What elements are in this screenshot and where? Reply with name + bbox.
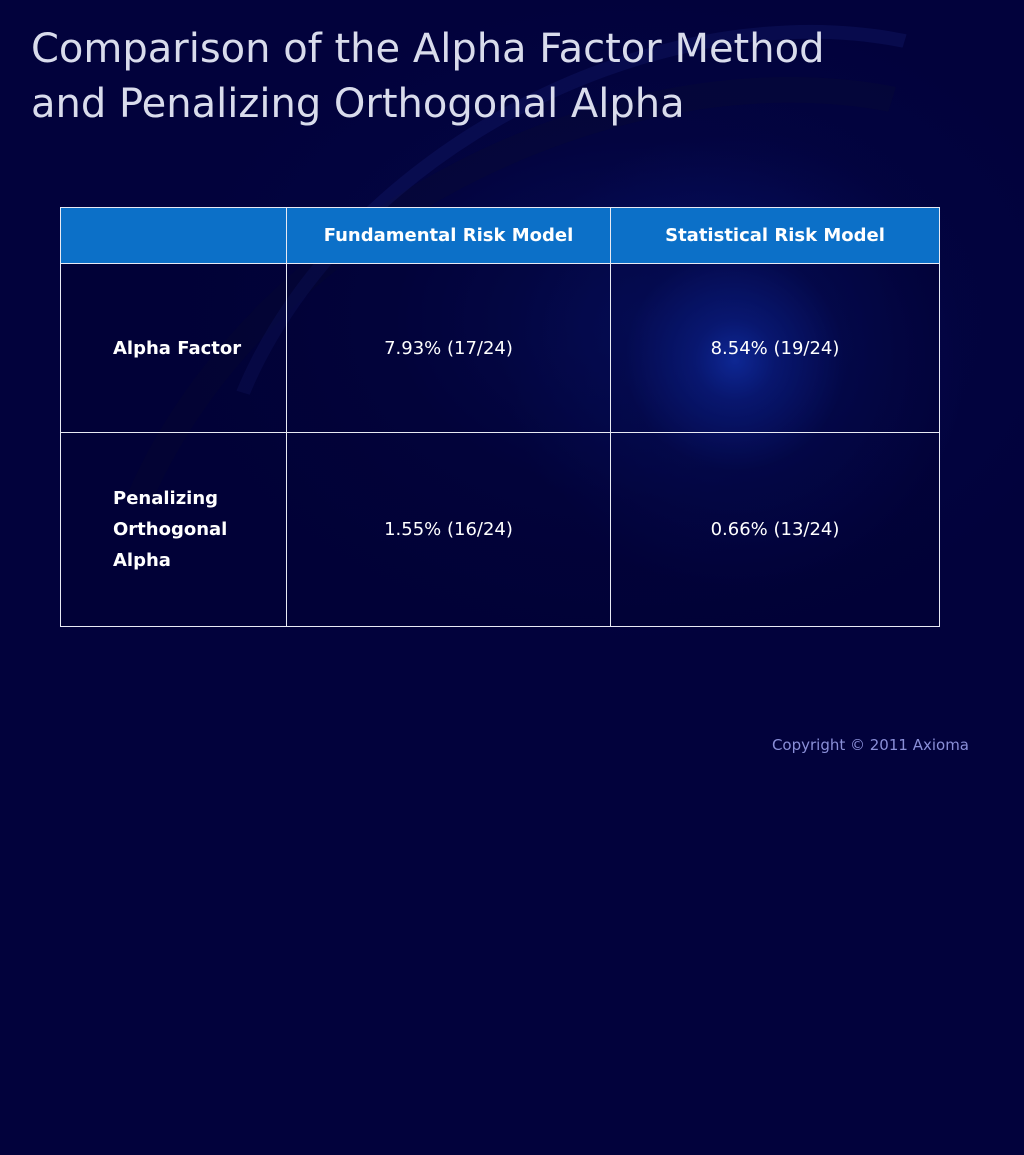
cell-alpha-factor-statistical: 8.54% (19/24) — [610, 263, 940, 433]
row-label-line-1: Penalizing — [113, 488, 219, 509]
table-row-alpha-factor: Alpha Factor 7.93% (17/24) 8.54% (19/24) — [60, 263, 940, 433]
header-cell-empty — [60, 207, 287, 264]
cell-penalizing-statistical: 0.66% (13/24) — [610, 432, 940, 627]
copyright-notice: Copyright © 2011 Axioma — [771, 736, 969, 754]
cell-alpha-factor-fundamental: 7.93% (17/24) — [286, 263, 611, 433]
header-cell-fundamental-risk-model: Fundamental Risk Model — [286, 207, 611, 264]
slide-title: Comparison of the Alpha Factor Method an… — [31, 22, 931, 132]
table-header-row: Fundamental Risk Model Statistical Risk … — [60, 207, 940, 264]
row-label-penalizing-orthogonal-alpha: Penalizing Orthogonal Alpha — [60, 432, 287, 627]
slide-title-line-2: and Penalizing Orthogonal Alpha — [31, 81, 685, 127]
row-label-line-2: Orthogonal — [113, 519, 228, 540]
comparison-table: Fundamental Risk Model Statistical Risk … — [60, 207, 940, 627]
row-label-line-3: Alpha — [113, 550, 171, 571]
row-label-alpha-factor: Alpha Factor — [60, 263, 287, 433]
cell-penalizing-fundamental: 1.55% (16/24) — [286, 432, 611, 627]
table-row-penalizing-orthogonal-alpha: Penalizing Orthogonal Alpha 1.55% (16/24… — [60, 432, 940, 627]
header-cell-statistical-risk-model: Statistical Risk Model — [610, 207, 940, 264]
slide-title-line-1: Comparison of the Alpha Factor Method — [31, 26, 825, 72]
